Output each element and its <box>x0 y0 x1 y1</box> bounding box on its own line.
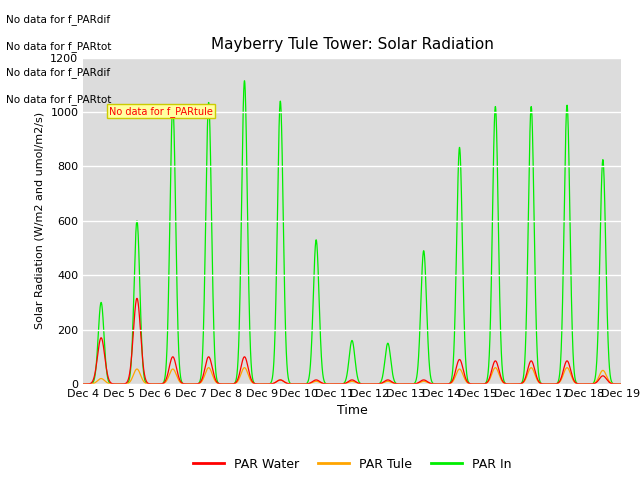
PAR In <box>617 381 625 387</box>
Title: Mayberry Tule Tower: Solar Radiation: Mayberry Tule Tower: Solar Radiation <box>211 37 493 52</box>
PAR Tule <box>136 371 144 377</box>
Text: No data for f_PARtule: No data for f_PARtule <box>109 106 212 117</box>
PAR In <box>260 381 268 387</box>
PAR Tule <box>339 381 346 387</box>
X-axis label: Time: Time <box>337 405 367 418</box>
PAR Water <box>495 367 502 372</box>
PAR Water <box>617 381 625 387</box>
PAR In <box>144 381 152 387</box>
PAR Tule <box>452 372 460 378</box>
Line: PAR In: PAR In <box>83 81 621 384</box>
PAR In <box>339 381 346 387</box>
PAR Water <box>144 381 152 386</box>
PAR Water <box>452 366 460 372</box>
PAR In <box>452 274 460 280</box>
PAR Tule <box>79 381 87 387</box>
Text: No data for f_PARdif: No data for f_PARdif <box>6 14 111 25</box>
PAR Tule <box>144 381 152 387</box>
PAR In <box>136 295 144 300</box>
PAR Water <box>136 326 144 332</box>
Y-axis label: Solar Radiation (W/m2 and umol/m2/s): Solar Radiation (W/m2 and umol/m2/s) <box>35 112 45 329</box>
PAR In <box>241 78 248 84</box>
Text: No data for f_PARdif: No data for f_PARdif <box>6 67 111 78</box>
PAR In <box>495 249 502 254</box>
Text: No data for f_PARtot: No data for f_PARtot <box>6 41 112 52</box>
PAR Tule <box>205 365 212 371</box>
PAR Water <box>339 381 346 387</box>
Line: PAR Water: PAR Water <box>83 298 621 384</box>
Line: PAR Tule: PAR Tule <box>83 368 621 384</box>
PAR Water <box>79 381 87 387</box>
PAR Water <box>260 381 268 387</box>
Text: No data for f_PARtot: No data for f_PARtot <box>6 94 112 105</box>
Legend: PAR Water, PAR Tule, PAR In: PAR Water, PAR Tule, PAR In <box>188 453 516 476</box>
PAR Tule <box>260 381 268 387</box>
PAR Tule <box>495 371 502 377</box>
PAR Tule <box>617 381 625 387</box>
PAR In <box>79 381 87 387</box>
PAR Water <box>133 295 141 301</box>
